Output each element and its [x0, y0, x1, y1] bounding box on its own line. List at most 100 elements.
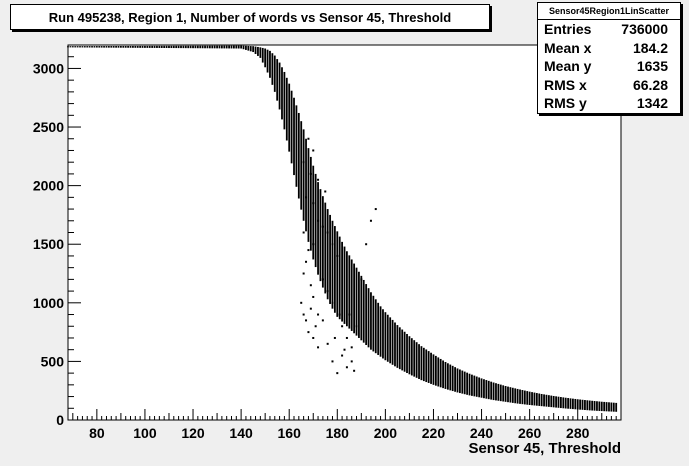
data-point — [312, 243, 315, 246]
data-point — [341, 325, 344, 328]
plot-frame — [67, 44, 622, 421]
y-tick-label: 2000 — [33, 178, 64, 194]
data-column — [490, 381, 493, 400]
data-column — [156, 45, 158, 48]
x-tick-label: 100 — [133, 425, 157, 441]
data-column — [355, 267, 358, 336]
data-column — [444, 361, 447, 389]
data-point — [305, 196, 308, 199]
data-column — [499, 384, 502, 402]
data-column — [293, 97, 295, 176]
data-column — [319, 189, 322, 282]
data-column — [509, 387, 512, 403]
x-tick-label: 260 — [518, 425, 542, 441]
x-tick-label: 160 — [278, 425, 302, 441]
x-tick-label: 220 — [422, 425, 446, 441]
data-column — [288, 83, 291, 152]
data-point — [302, 313, 305, 316]
data-column — [98, 46, 101, 48]
data-column — [451, 365, 454, 392]
data-column — [574, 398, 577, 410]
stats-value: 1342 — [636, 95, 668, 112]
data-point — [307, 249, 310, 252]
data-column — [81, 46, 84, 48]
data-column — [223, 45, 226, 49]
data-column — [132, 45, 134, 48]
data-column — [331, 220, 334, 309]
data-column — [259, 47, 262, 58]
data-column — [204, 45, 206, 49]
y-tick-label: 2500 — [33, 119, 64, 135]
data-column — [468, 373, 471, 396]
data-column — [446, 363, 449, 390]
data-point — [350, 346, 353, 349]
data-column — [372, 295, 375, 352]
data-column — [115, 46, 117, 48]
data-point — [348, 313, 351, 316]
data-column — [134, 45, 137, 48]
x-tick-label: 200 — [374, 425, 398, 441]
data-column — [276, 59, 279, 101]
data-column — [408, 336, 411, 375]
stats-value: 184.2 — [632, 39, 668, 56]
data-column — [269, 50, 271, 78]
data-column — [379, 306, 382, 357]
stats-label: RMS x — [544, 76, 587, 93]
data-column — [295, 105, 298, 187]
data-column — [168, 45, 170, 49]
data-column — [216, 45, 218, 49]
data-column — [473, 375, 476, 397]
stats-row-rms-y: RMS y 1342 — [538, 94, 680, 113]
data-column — [103, 46, 105, 48]
data-column — [401, 329, 404, 371]
stats-row-entries: Entries 736000 — [538, 20, 680, 39]
data-column — [396, 325, 399, 368]
data-column — [321, 196, 324, 288]
data-point — [314, 325, 317, 328]
data-column — [283, 71, 286, 130]
data-column — [165, 45, 168, 49]
data-column — [439, 358, 442, 388]
data-point — [309, 284, 312, 287]
data-column — [187, 45, 190, 49]
data-column — [153, 45, 156, 48]
data-column — [374, 299, 377, 354]
data-column — [584, 400, 586, 411]
data-point — [305, 260, 308, 263]
data-column — [511, 387, 514, 403]
data-column — [425, 349, 428, 383]
data-column — [312, 165, 315, 260]
data-column — [160, 45, 163, 48]
data-column — [163, 45, 166, 48]
data-column — [184, 45, 187, 49]
data-point — [365, 243, 368, 246]
data-column — [341, 241, 343, 322]
data-column — [507, 386, 509, 403]
data-column — [394, 322, 396, 367]
data-column — [211, 45, 214, 49]
data-point — [300, 301, 303, 304]
data-point — [326, 231, 329, 234]
data-column — [362, 279, 365, 343]
data-column — [281, 67, 283, 120]
data-column — [456, 368, 459, 393]
data-column — [579, 399, 582, 410]
chart-title-text: Run 495238, Region 1, Number of words vs… — [48, 9, 452, 25]
data-column — [538, 393, 541, 406]
data-column — [172, 45, 175, 49]
data-column — [497, 383, 500, 401]
data-column — [386, 314, 389, 362]
data-column — [591, 400, 594, 411]
data-column — [557, 396, 560, 408]
data-column — [480, 378, 483, 398]
data-column — [377, 302, 380, 355]
data-column — [478, 377, 481, 398]
data-column — [69, 46, 72, 48]
data-column — [146, 45, 149, 48]
data-column — [117, 46, 120, 48]
data-column — [86, 46, 89, 48]
data-column — [406, 333, 408, 374]
x-tick-label: 280 — [566, 425, 590, 441]
data-point — [341, 354, 344, 357]
data-column — [389, 317, 392, 364]
